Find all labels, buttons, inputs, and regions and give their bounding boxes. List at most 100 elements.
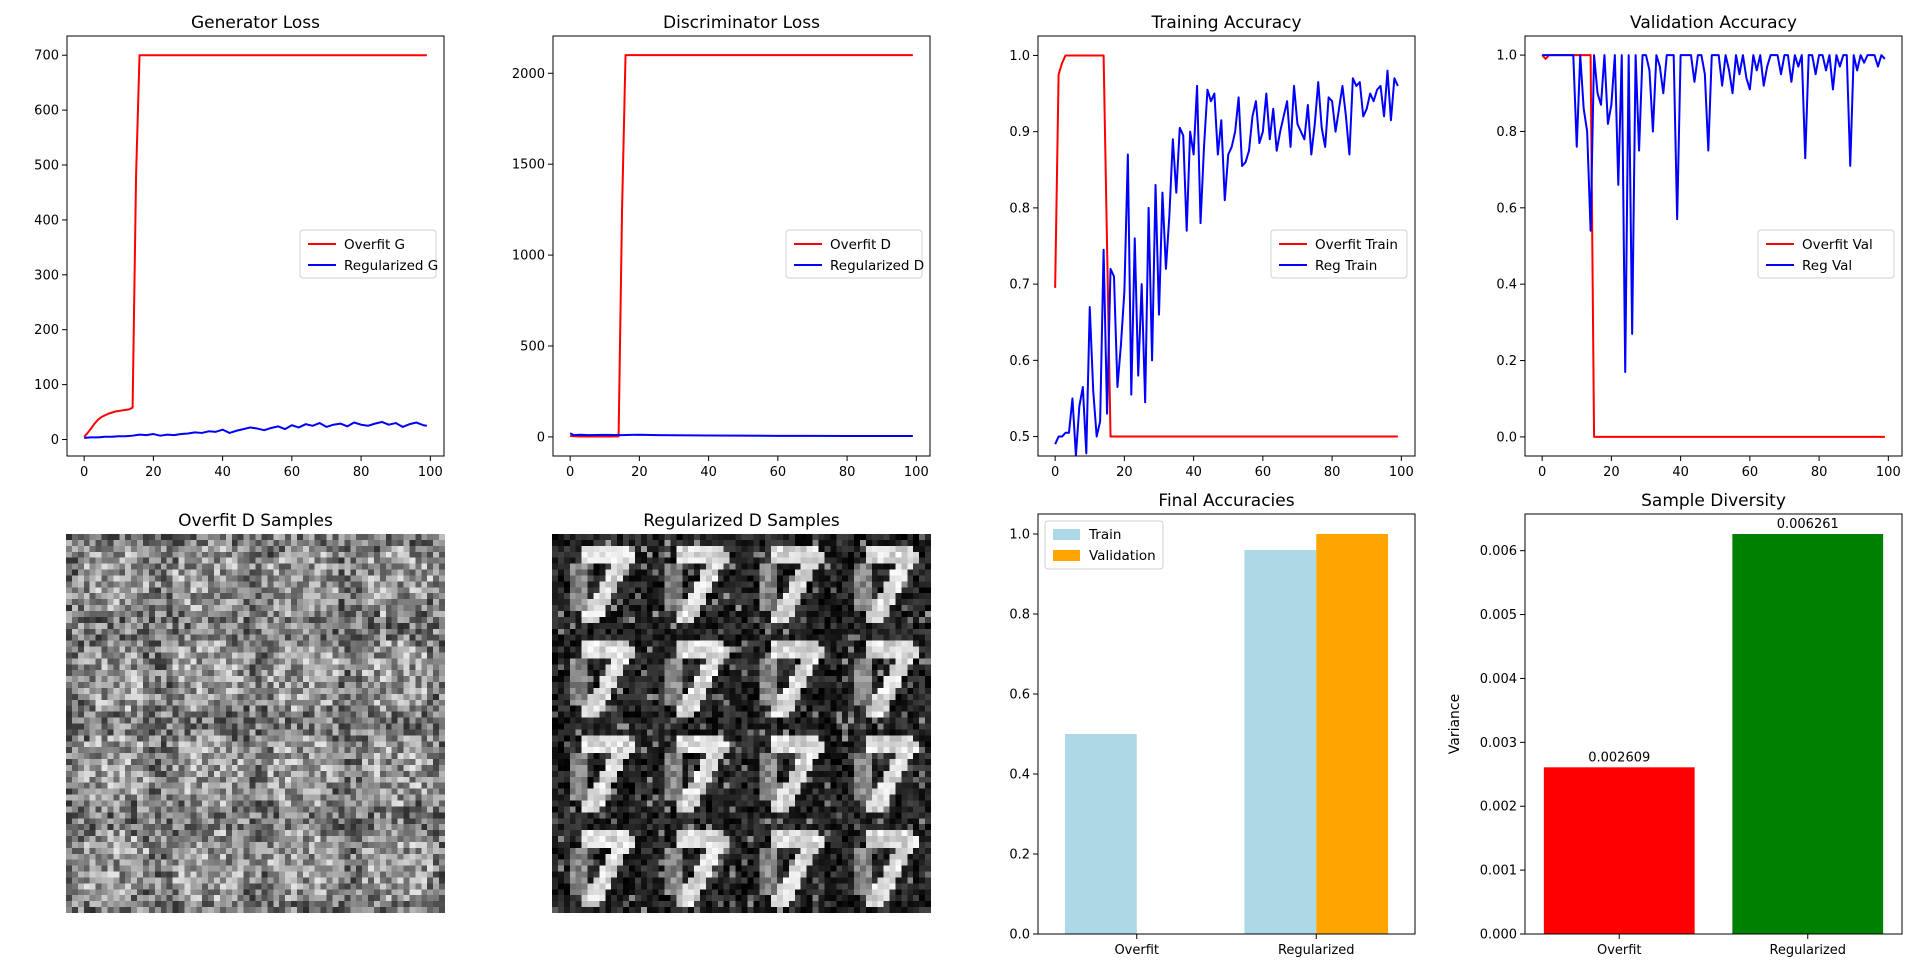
y-tick-label: 0.5 [1009, 430, 1030, 445]
y-tick-label: 0.2 [1496, 354, 1517, 369]
sample-grid-image [66, 534, 445, 913]
x-tick-label: 80 [353, 465, 370, 480]
legend: Overfit D Regularized D [785, 229, 924, 279]
legend-label: Reg Val [1802, 258, 1852, 274]
y-tick-label: 0.8 [1496, 125, 1517, 140]
sample-diversity-chart: Sample Diversity 0.002609 0.006261 Overfit R… [1447, 491, 1903, 958]
axes-frame [66, 35, 445, 457]
y-tick-label: 0.001 [1480, 864, 1517, 879]
y-tick-label: 0 [51, 433, 59, 448]
legend-label: Validation [1089, 548, 1156, 564]
x-tick-label: 40 [1185, 465, 1202, 480]
bar-train-overfit [1064, 734, 1137, 934]
chart-title: Discriminator Loss [663, 13, 820, 33]
series-line-regularized-g [84, 420, 428, 439]
x-tick-label: 80 [1324, 465, 1341, 480]
axes-frame [1037, 513, 1416, 935]
y-tick-label: 0.6 [1009, 688, 1030, 703]
overfit-samples-image: Overfit D Samples [66, 511, 445, 913]
final-accuracies-chart: Final Accuracies Overfit Regularized 0.0 0.2… [1009, 491, 1416, 958]
chart-title: Regularized D Samples [643, 511, 840, 531]
y-tick-label: 0.8 [1009, 608, 1030, 623]
x-tick-label: 80 [839, 465, 856, 480]
chart-title: Sample Diversity [1641, 491, 1786, 511]
series-line-overfit-d [570, 54, 913, 438]
y-tick-label: 500 [520, 340, 545, 355]
x-tick-label: 20 [631, 465, 648, 480]
regularized-samples-image: Regularized D Samples [552, 511, 931, 913]
y-tick-label: 1.0 [1009, 528, 1030, 543]
x-tick-label: 0 [80, 465, 88, 480]
y-tick-label: 0.4 [1009, 768, 1030, 783]
x-tick-label: 60 [1255, 465, 1272, 480]
legend-label: Regularized G [344, 258, 438, 274]
y-tick-label: 0.8 [1009, 201, 1030, 216]
bar-regularized [1732, 533, 1884, 934]
validation-accuracy-chart: Validation Accuracy 0 20 40 60 80 100 0.0 0.2 0.4… [1496, 13, 1903, 480]
bar-overfit [1543, 767, 1695, 934]
x-tick-label: 0 [1538, 465, 1546, 480]
axes-frame [552, 35, 931, 457]
legend-label: Train [1088, 527, 1121, 543]
y-tick-label: 400 [34, 213, 59, 228]
chart-title: Generator Loss [191, 13, 320, 33]
y-tick-label: 0.7 [1009, 278, 1030, 293]
x-tick-label: 60 [1742, 465, 1759, 480]
legend-swatch [1053, 550, 1080, 561]
legend-label: Regularized D [830, 258, 924, 274]
y-tick-label: 0.2 [1009, 848, 1030, 863]
legend-label: Reg Train [1315, 258, 1377, 274]
legend-swatch [1053, 529, 1080, 540]
y-tick-label: 300 [34, 268, 59, 283]
y-tick-label: 0.4 [1496, 278, 1517, 293]
y-tick-label: 0.0 [1496, 430, 1517, 445]
series-line-reg-train [1054, 69, 1399, 457]
y-tick-label: 0.006 [1480, 544, 1517, 559]
chart-title: Training Accuracy [1150, 13, 1301, 33]
y-tick-label: 0.9 [1009, 125, 1030, 140]
legend: Overfit G Regularized G [299, 229, 438, 279]
y-tick-label: 600 [34, 104, 59, 119]
axes-frame [1037, 35, 1416, 457]
y-tick-label: 0.6 [1496, 201, 1517, 216]
y-tick-label: 1.0 [1496, 49, 1517, 64]
y-tick-label: 0.002 [1480, 800, 1517, 815]
chart-title: Validation Accuracy [1630, 13, 1797, 33]
x-tick-label: 20 [1116, 465, 1133, 480]
x-tick-label: 40 [1672, 465, 1689, 480]
legend: Overfit Val Reg Val [1757, 229, 1895, 279]
chart-title: Final Accuracies [1158, 491, 1294, 511]
bar-value-label: 0.006261 [1777, 517, 1839, 532]
y-tick-label: 500 [34, 159, 59, 174]
y-tick-label: 1000 [512, 249, 545, 264]
y-tick-label: 0 [537, 430, 545, 445]
x-tick-label: 100 [418, 465, 443, 480]
x-tick-label: Regularized [1278, 943, 1355, 958]
y-tick-label: 0.003 [1480, 736, 1517, 751]
y-axis-label: Variance [1447, 694, 1463, 754]
legend-label: Overfit G [344, 237, 405, 253]
legend-label: Overfit Train [1315, 237, 1398, 253]
series-line-reg-val [1542, 54, 1886, 373]
x-tick-label: 60 [770, 465, 787, 480]
y-tick-label: 0.000 [1480, 928, 1517, 943]
x-tick-label: Regularized [1769, 943, 1846, 958]
legend: Train Validation [1044, 520, 1164, 570]
x-tick-label: 0 [566, 465, 574, 480]
y-tick-label: 0.005 [1480, 608, 1517, 623]
y-tick-label: 1500 [512, 158, 545, 173]
bar-train-regularized [1244, 550, 1317, 934]
y-tick-label: 700 [34, 49, 59, 64]
x-tick-label: 0 [1051, 465, 1059, 480]
x-tick-label: 100 [904, 465, 929, 480]
x-tick-label: Overfit [1597, 943, 1642, 958]
y-tick-label: 0.004 [1480, 672, 1517, 687]
x-tick-label: 100 [1876, 465, 1901, 480]
legend-label: Overfit D [830, 237, 891, 253]
y-tick-label: 100 [34, 378, 59, 393]
series-line-regularized-d [569, 432, 913, 437]
training-accuracy-chart: Training Accuracy 0 20 40 60 80 100 0.5 0.6 0.7 0.… [1009, 13, 1416, 480]
generator-loss-chart: Generator Loss 0 20 40 60 80 100 0 100 200 300 400 5… [34, 13, 445, 480]
